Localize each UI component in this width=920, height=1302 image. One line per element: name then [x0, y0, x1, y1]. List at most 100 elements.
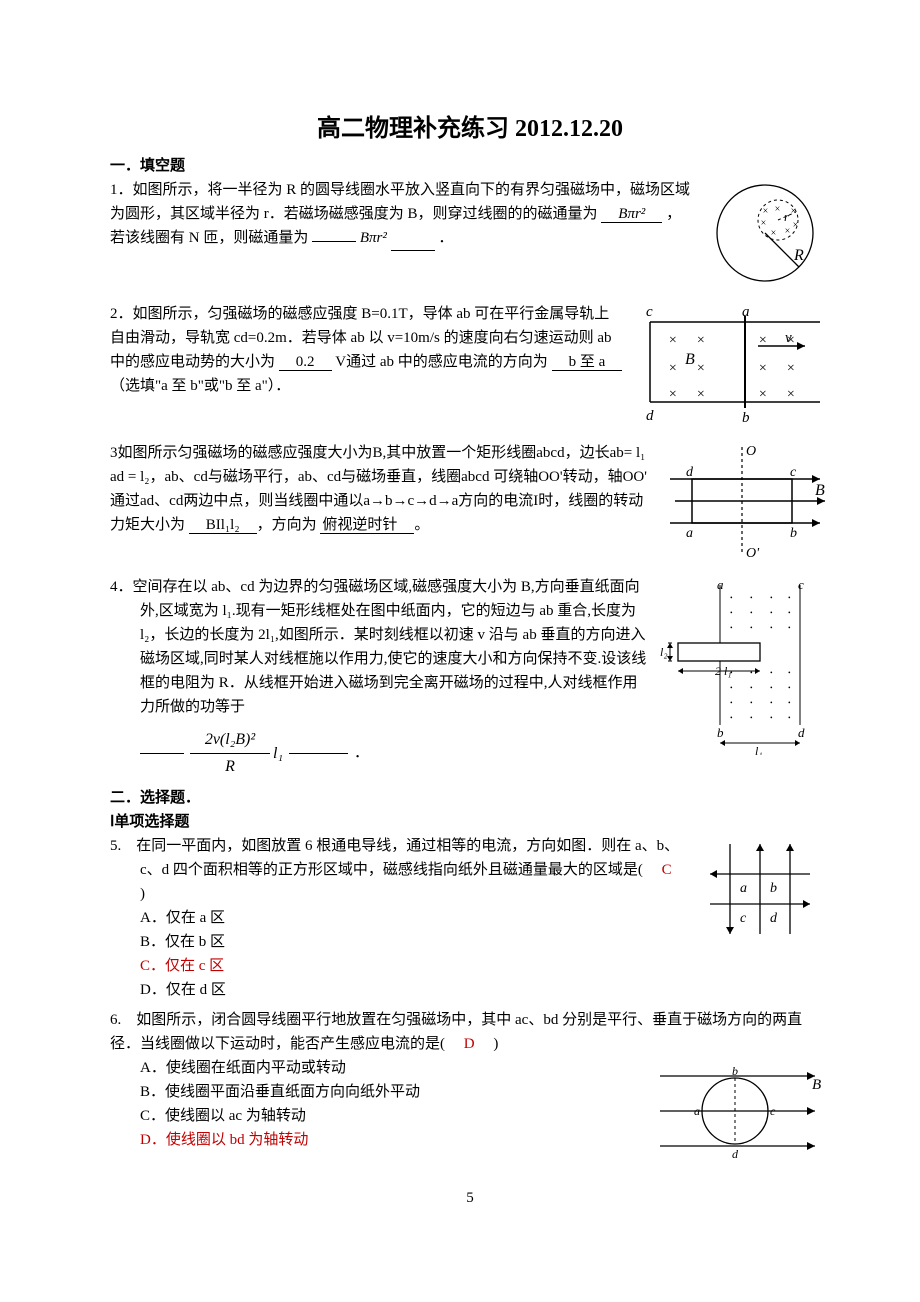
svg-text:×: ×	[792, 220, 799, 231]
question-6-text: 6. 如图所示，闭合圆导线圈平行地放置在匀强磁场中，其中 ac、bd 分别是平行…	[110, 1008, 830, 1056]
question-6-figure: a c b d B	[650, 1056, 830, 1174]
svg-text:b: b	[732, 1064, 738, 1078]
svg-text:d: d	[686, 465, 694, 480]
svg-text:•: •	[730, 594, 733, 602]
question-3: 3如图所示匀强磁场的磁感应强度大小为B,其中放置一个矩形线圈abcd，边长ab=…	[110, 441, 830, 569]
q1-blank-2a	[312, 241, 356, 242]
svg-text:•: •	[770, 699, 773, 707]
svg-text:R: R	[793, 247, 804, 264]
q4-frac-num: 2v(l₂B)²	[205, 727, 255, 753]
svg-text:×: ×	[668, 333, 677, 348]
question-4-figure: •••• •••• •••• •••• •••• •••• •••• l₂ 2 …	[660, 575, 830, 763]
svg-text:l₂: l₂	[660, 645, 668, 659]
q3-p2: ，方向为	[257, 517, 317, 533]
svg-text:a: a	[717, 577, 724, 592]
q4-blank-lead	[140, 753, 184, 754]
svg-text:×: ×	[790, 206, 797, 217]
svg-text:•: •	[730, 699, 733, 707]
q3-blank-1: BIl₁l₂	[189, 517, 257, 534]
q5-opt-d: D．仅在 d 区	[110, 978, 680, 1002]
question-5-text: 5. 在同一平面内，如图放置 6 根通电导线，通过相等的电流，方向如图．则在 a…	[110, 834, 680, 1002]
question-1: 1．如图所示，将一半径为 R 的圆导线圈水平放入竖直向下的有界匀强磁场中，磁场区…	[110, 178, 830, 296]
q5-answer: C	[647, 862, 687, 878]
svg-text:a: a	[740, 881, 747, 896]
q1-a2: Bπr²	[360, 230, 387, 246]
svg-text:O': O'	[746, 546, 760, 561]
q1-p3: ．	[438, 230, 453, 246]
svg-text:c: c	[646, 304, 653, 320]
svg-text:b: b	[717, 725, 724, 740]
svg-text:d: d	[798, 725, 805, 740]
question-4: 4．空间存在以 ab、cd 为边界的匀强磁场区域,磁感强度大小为 B,方向垂直纸…	[110, 575, 830, 779]
svg-text:×: ×	[774, 204, 781, 215]
svg-text:c: c	[798, 577, 804, 592]
svg-text:•: •	[750, 609, 753, 617]
q4-frac-tail: l₁	[273, 741, 283, 767]
q5-paren-close: )	[140, 886, 145, 902]
subsection-single: Ⅰ单项选择题	[110, 810, 830, 834]
svg-text:×: ×	[696, 361, 705, 376]
svg-text:•: •	[788, 684, 791, 692]
svg-text:a: a	[686, 526, 693, 541]
svg-text:×: ×	[786, 361, 795, 376]
svg-text:c: c	[770, 1104, 776, 1118]
section-heading-1: 一．填空题	[110, 154, 830, 178]
svg-text:v: v	[785, 330, 792, 346]
svg-text:•: •	[788, 714, 791, 722]
q6-opt-b: B．使线圈平面沿垂直纸面方向向纸外平动	[110, 1080, 640, 1104]
svg-text:•: •	[770, 714, 773, 722]
q5-opt-b: B．仅在 b 区	[110, 930, 680, 954]
q6-opt-a: A．使线圈在纸面内平动或转动	[110, 1056, 640, 1080]
svg-text:•: •	[770, 609, 773, 617]
svg-text:d: d	[732, 1147, 739, 1161]
svg-text:b: b	[770, 881, 777, 896]
svg-text:B: B	[812, 1077, 821, 1093]
svg-text:a: a	[694, 1104, 700, 1118]
question-2: 2．如图所示，匀强磁场的磁感应强度 B=0.1T，导体 ab 可在平行金属导轨上…	[110, 302, 830, 435]
q6-answer: D	[449, 1036, 490, 1052]
q1-blank-2b	[391, 226, 435, 251]
q4-tail: ．	[354, 741, 369, 765]
q6-opt-d: D．使线圈以 bd 为轴转动	[110, 1128, 640, 1152]
svg-text:•: •	[730, 609, 733, 617]
svg-text:•: •	[788, 609, 791, 617]
section-heading-2: 二．选择题．	[110, 786, 830, 810]
svg-text:•: •	[750, 684, 753, 692]
q5-p1: 5. 在同一平面内，如图放置 6 根通电导线，通过相等的电流，方向如图．则在 a…	[110, 838, 679, 878]
question-3-figure: O O' d c a b B	[660, 441, 830, 569]
svg-text:×: ×	[786, 387, 795, 402]
svg-text:c: c	[740, 911, 747, 926]
svg-text:•: •	[750, 699, 753, 707]
page: 高二物理补充练习 2012.12.20 一．填空题 1．如图所示，将一半径为 R…	[0, 0, 920, 1302]
q1-blank-1: Bπr²	[601, 206, 662, 223]
q2-p3: （选填"a 至 b"或"b 至 a"）．	[110, 378, 290, 394]
svg-text:×: ×	[762, 206, 769, 217]
question-2-figure: ×××× ×××× ×××× B v c a d b	[630, 302, 830, 435]
svg-text:•: •	[730, 714, 733, 722]
svg-text:×: ×	[784, 226, 791, 237]
q5-opt-c: C．仅在 c 区	[110, 954, 680, 978]
svg-text:•: •	[788, 594, 791, 602]
svg-text:B: B	[685, 351, 695, 368]
svg-text:b: b	[790, 526, 797, 541]
page-number: 5	[110, 1186, 830, 1210]
page-title: 高二物理补充练习 2012.12.20	[110, 110, 830, 148]
svg-text:c: c	[790, 465, 797, 480]
q4-frac-den: R	[225, 754, 235, 780]
question-5-figure: a b c d	[690, 834, 830, 952]
svg-text:•: •	[750, 624, 753, 632]
svg-text:O: O	[746, 444, 756, 459]
question-3-text: 3如图所示匀强磁场的磁感应强度大小为B,其中放置一个矩形线圈abcd，边长ab=…	[110, 441, 650, 537]
svg-text:•: •	[750, 714, 753, 722]
svg-text:B: B	[815, 482, 825, 499]
svg-text:×: ×	[758, 387, 767, 402]
svg-text:•: •	[770, 624, 773, 632]
q3-blank-2: 俯视逆时针	[320, 517, 414, 534]
svg-text:×: ×	[758, 361, 767, 376]
svg-text:•: •	[730, 624, 733, 632]
svg-text:a: a	[742, 304, 750, 320]
svg-text:×: ×	[770, 228, 777, 239]
q6-opt-c: C．使线圈以 ac 为轴转动	[110, 1104, 640, 1128]
svg-text:l₁: l₁	[755, 744, 763, 755]
q4-blank-trail	[289, 753, 348, 754]
